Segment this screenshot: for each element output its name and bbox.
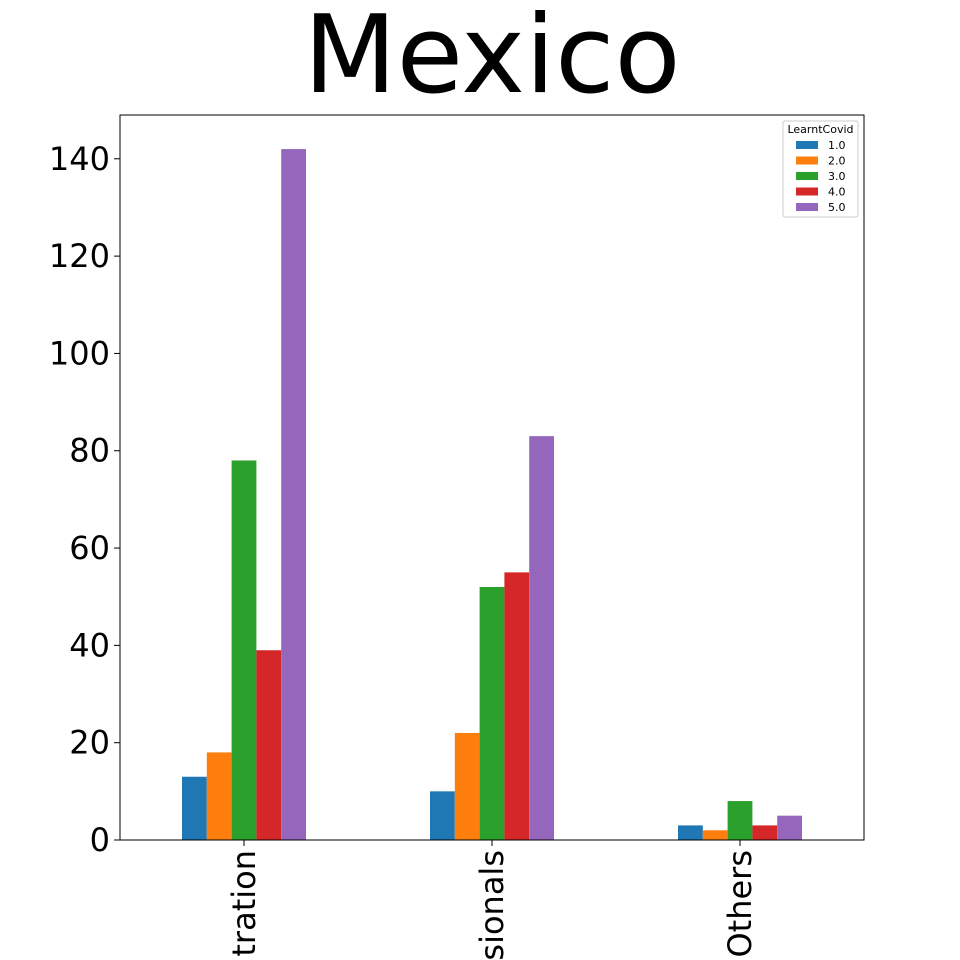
- chart-title: Mexico: [303, 0, 680, 118]
- y-tick-label: 20: [69, 724, 110, 762]
- y-tick-label: 120: [49, 237, 110, 275]
- legend-label-1.0: 1.0: [828, 139, 846, 152]
- bar-tration-1.0: [182, 776, 207, 840]
- legend-swatch-5.0: [796, 203, 818, 211]
- y-tick-label: 40: [69, 626, 110, 664]
- legend-label-3.0: 3.0: [828, 170, 846, 183]
- legend: LearntCovid 1.0 2.0 3.0 4.0 5.0: [782, 120, 859, 218]
- x-tick-label: sionals: [473, 850, 511, 960]
- legend-label-4.0: 4.0: [828, 186, 846, 199]
- bars-layer: [182, 149, 802, 840]
- legend-title: LearntCovid: [787, 123, 853, 136]
- bar-sionals-1.0: [430, 791, 455, 840]
- legend-swatch-2.0: [796, 156, 818, 165]
- bar-Others-4.0: [752, 825, 778, 840]
- x-tick-label: Others: [721, 850, 759, 958]
- bar-Others-5.0: [777, 815, 802, 840]
- legend-swatch-1.0: [796, 141, 818, 149]
- bar-tration-4.0: [256, 650, 282, 840]
- bar-tration-2.0: [206, 752, 232, 840]
- legend-swatch-3.0: [796, 172, 818, 180]
- y-tick-label: 140: [49, 140, 110, 178]
- x-tick-label: tration: [225, 850, 263, 957]
- y-tick-label: 80: [69, 432, 110, 470]
- y-tick-label: 0: [90, 821, 110, 859]
- y-tick-label: 60: [69, 529, 110, 567]
- bar-tration-5.0: [281, 149, 306, 840]
- bar-sionals-5.0: [529, 436, 554, 840]
- bar-sionals-4.0: [504, 572, 530, 840]
- bar-Others-2.0: [702, 830, 728, 840]
- bar-Others-3.0: [727, 801, 753, 840]
- bar-sionals-3.0: [479, 586, 505, 840]
- y-tick-label: 100: [49, 334, 110, 372]
- y-axis: 0 20 40 60 80 100 120 140: [49, 140, 120, 859]
- legend-label-2.0: 2.0: [828, 155, 846, 168]
- legend-label-5.0: 5.0: [828, 201, 846, 214]
- bar-tration-3.0: [231, 460, 257, 840]
- bar-sionals-2.0: [454, 732, 480, 840]
- bar-Others-1.0: [678, 825, 703, 840]
- x-axis: tration sionals Others: [225, 840, 759, 960]
- legend-swatch-4.0: [796, 187, 818, 196]
- legend-items: 1.0 2.0 3.0 4.0 5.0: [796, 139, 846, 214]
